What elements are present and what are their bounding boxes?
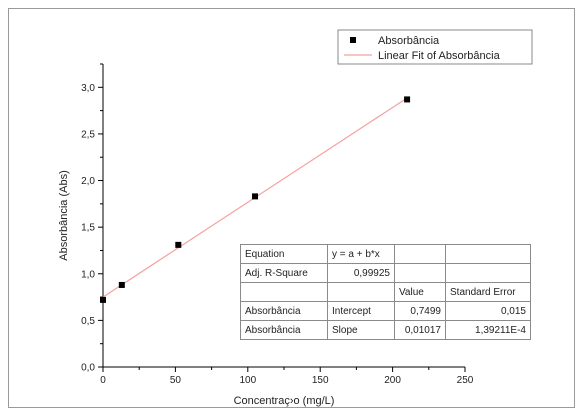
y-axis-title: Absorbância (Abs): [58, 170, 70, 261]
fit-table-row: Adj. R-Square 0,99925: [240, 263, 531, 283]
y-tick-label: 2,5: [81, 129, 95, 140]
fit-table-row: Equation y = a + b*x: [240, 244, 531, 264]
fit-table-cell: 0,99925: [327, 263, 395, 283]
data-point: [404, 96, 411, 103]
fit-table-cell: 0,7499: [394, 301, 446, 321]
x-tick-label: 200: [384, 375, 401, 386]
y-tick-label: 0,0: [81, 363, 95, 374]
fit-table-cell: Standard Error: [445, 282, 531, 302]
y-tick-label: 2,0: [81, 176, 95, 187]
fit-table-cell: Absorbância: [240, 320, 328, 340]
y-tick-label: 3,0: [81, 83, 95, 94]
fit-table-cell: [240, 282, 328, 302]
fit-table-cell: 1,39211E-4: [445, 320, 531, 340]
fit-table-cell: Absorbância: [240, 301, 328, 321]
y-tick-label: 1,5: [81, 223, 95, 234]
fit-table-cell: [394, 244, 446, 264]
data-point: [252, 193, 259, 200]
fit-table-cell: y = a + b*x: [327, 244, 395, 264]
y-tick-label: 1,0: [81, 269, 95, 280]
legend-label-absorbancia: Absorbância: [378, 35, 440, 47]
data-point: [118, 281, 125, 288]
fit-table-cell: Value: [394, 282, 446, 302]
x-tick-label: 150: [312, 375, 329, 386]
fit-table-row: Absorbância Slope 0,01017 1,39211E-4: [240, 320, 531, 340]
legend-label-fit: Linear Fit of Absorbância: [378, 50, 501, 62]
x-tick-label: 250: [457, 375, 474, 386]
fit-table-row: Absorbância Intercept 0,7499 0,015: [240, 301, 531, 321]
data-point: [175, 241, 182, 248]
x-tick-label: 0: [100, 375, 106, 386]
fit-table-cell: Adj. R-Square: [240, 263, 328, 283]
data-point: [100, 296, 106, 303]
fit-table-cell: 0,015: [445, 301, 531, 321]
fit-table-cell: [445, 244, 531, 264]
fit-table-cell: [394, 263, 446, 283]
fit-table-cell: [445, 263, 531, 283]
fit-table-cell: Intercept: [327, 301, 395, 321]
legend-box: [337, 29, 533, 65]
x-axis-title: Concentraç›o (mg/L): [234, 395, 335, 407]
y-tick-label: 0,5: [81, 316, 95, 327]
x-tick-label: 50: [170, 375, 182, 386]
fit-table-cell: Slope: [327, 320, 395, 340]
fit-table-cell: [327, 282, 395, 302]
legend-marker-absorbancia: [350, 37, 356, 43]
x-tick-label: 100: [239, 375, 256, 386]
fit-table-cell: Equation: [240, 244, 328, 264]
fit-results-table: Equation y = a + b*x Adj. R-Square 0,99925 V…: [240, 244, 531, 340]
fit-table-cell: 0,01017: [394, 320, 446, 340]
fit-table-row: Value Standard Error: [240, 282, 531, 302]
